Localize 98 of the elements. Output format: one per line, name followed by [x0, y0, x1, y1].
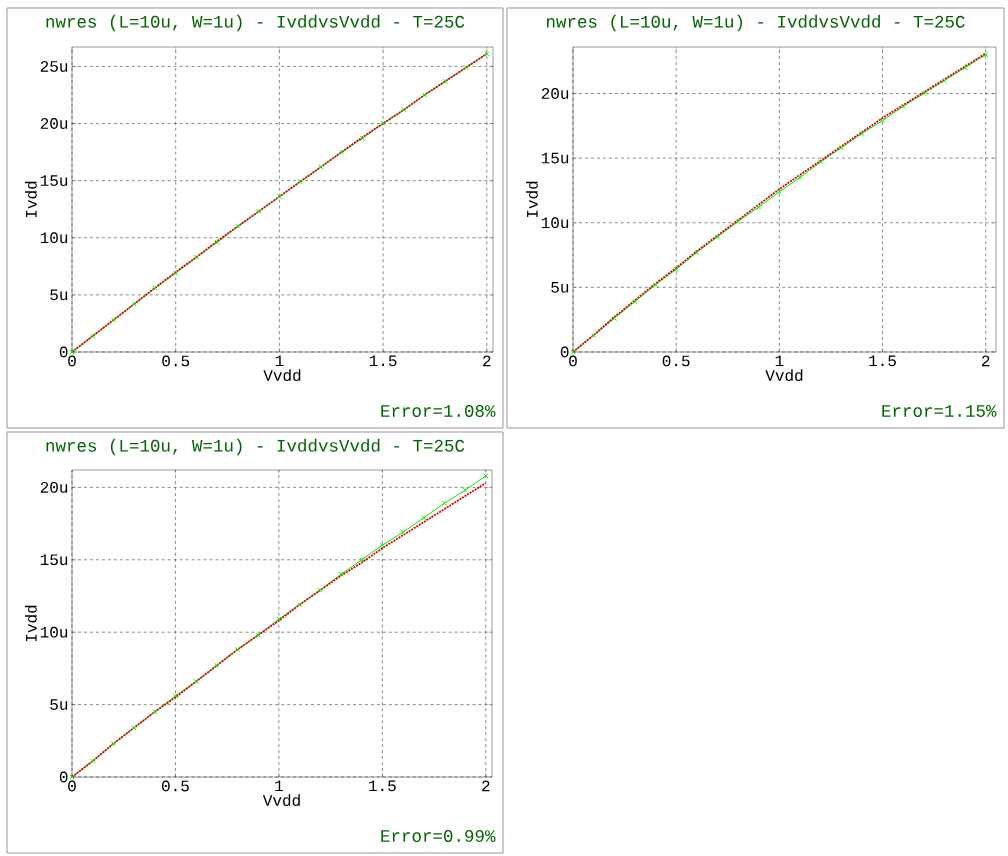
x-tick-label: 2: [483, 355, 491, 367]
point: [90, 758, 96, 764]
chart-title: nwres (L=10u, W=1u) - IvddvsVvdd - T=25C: [46, 438, 465, 456]
y-tick-label: 0: [560, 346, 569, 358]
point: [379, 542, 385, 548]
point: [110, 741, 116, 747]
x-tick-label: 1.5: [369, 780, 396, 792]
y-tick-label: 20u: [40, 118, 68, 129]
y-axis-title: Ivdd: [25, 605, 37, 642]
point: [632, 298, 638, 305]
y-tick-label: 20u: [541, 88, 569, 99]
point: [256, 208, 262, 215]
point: [756, 204, 762, 210]
point: [317, 587, 323, 593]
x-tick-label: 0: [569, 355, 577, 367]
y-axis-title: Ivdd: [526, 181, 538, 218]
point: [173, 270, 179, 276]
x-tick-label: 0.5: [662, 355, 690, 367]
point: [359, 557, 365, 563]
y-tick-label: 20u: [40, 481, 68, 493]
point: [338, 149, 345, 155]
y-tick-label: 10u: [40, 626, 68, 638]
x-axis-title: Vvdd: [263, 369, 301, 382]
point: [652, 282, 659, 288]
text: Error=0.99%: [381, 830, 496, 842]
y-tick-label: 10u: [541, 217, 569, 229]
point: [255, 632, 261, 638]
point: [442, 78, 448, 84]
x-tick-label: 1: [275, 780, 283, 792]
point: [297, 179, 303, 185]
point: [359, 135, 365, 141]
point: [797, 174, 803, 181]
text: Error=1.08%: [381, 405, 496, 417]
point: [421, 92, 428, 98]
point: [714, 234, 721, 240]
point: [463, 64, 469, 71]
point: [421, 515, 427, 521]
point: [131, 301, 137, 307]
point: [694, 249, 700, 256]
point: [838, 145, 844, 151]
point: [859, 130, 865, 137]
chart-title: nwres (L=10u, W=1u) - IvddvsVvdd - T=25C: [547, 14, 965, 32]
point: [673, 266, 679, 272]
y-axis-title: Ivdd: [25, 181, 37, 218]
y-tick-label: 25u: [40, 60, 68, 72]
point: [776, 189, 782, 195]
x-axis-title: Vvdd: [765, 369, 803, 382]
point: [276, 194, 283, 200]
x-tick-label: 0.5: [162, 780, 189, 792]
point: [90, 333, 96, 339]
point: [591, 332, 597, 338]
x-tick-label: 2: [482, 780, 490, 792]
point: [441, 500, 448, 506]
y-tick-label: 15u: [40, 175, 68, 186]
y-tick-label: 15u: [40, 554, 68, 566]
x-tick-label: 1: [275, 355, 284, 367]
point: [611, 315, 617, 322]
point: [276, 616, 282, 622]
x-tick-label: 1.5: [369, 355, 397, 367]
point: [962, 65, 968, 71]
point: [338, 571, 344, 577]
y-tick-label: 5u: [50, 699, 68, 710]
x-tick-label: 0: [68, 355, 76, 367]
point: [235, 223, 241, 229]
point: [152, 709, 158, 715]
point: [818, 159, 824, 165]
x-tick-label: 0.5: [162, 355, 190, 367]
x-axis-title: Vvdd: [262, 794, 300, 807]
x-tick-label: 1: [775, 355, 784, 367]
x-tick-label: 2: [982, 355, 990, 367]
x-tick-label: 0: [68, 780, 76, 792]
y-tick-label: 5u: [50, 289, 68, 301]
point: [735, 218, 741, 225]
point: [462, 487, 468, 493]
chart-title: nwres (L=10u, W=1u) - IvddvsVvdd - T=25C: [46, 14, 465, 32]
point: [172, 693, 179, 699]
point: [401, 107, 407, 113]
y-tick-label: 5u: [551, 282, 569, 293]
point: [400, 529, 406, 535]
text: Error=1.15%: [882, 405, 997, 417]
y-tick-label: 0: [59, 771, 68, 783]
point: [214, 662, 220, 669]
point: [193, 254, 200, 260]
point: [380, 120, 386, 127]
point: [110, 317, 117, 323]
x-tick-label: 1.5: [869, 355, 896, 367]
point: [131, 725, 137, 731]
point: [879, 118, 886, 124]
y-tick-label: 10u: [40, 232, 68, 244]
point: [900, 103, 906, 110]
y-tick-label: 15u: [541, 152, 569, 164]
point: [296, 602, 303, 608]
point: [941, 77, 948, 84]
point: [193, 678, 199, 685]
point: [318, 164, 324, 170]
point: [214, 239, 220, 245]
y-tick-label: 0: [59, 346, 68, 358]
point: [921, 90, 927, 97]
